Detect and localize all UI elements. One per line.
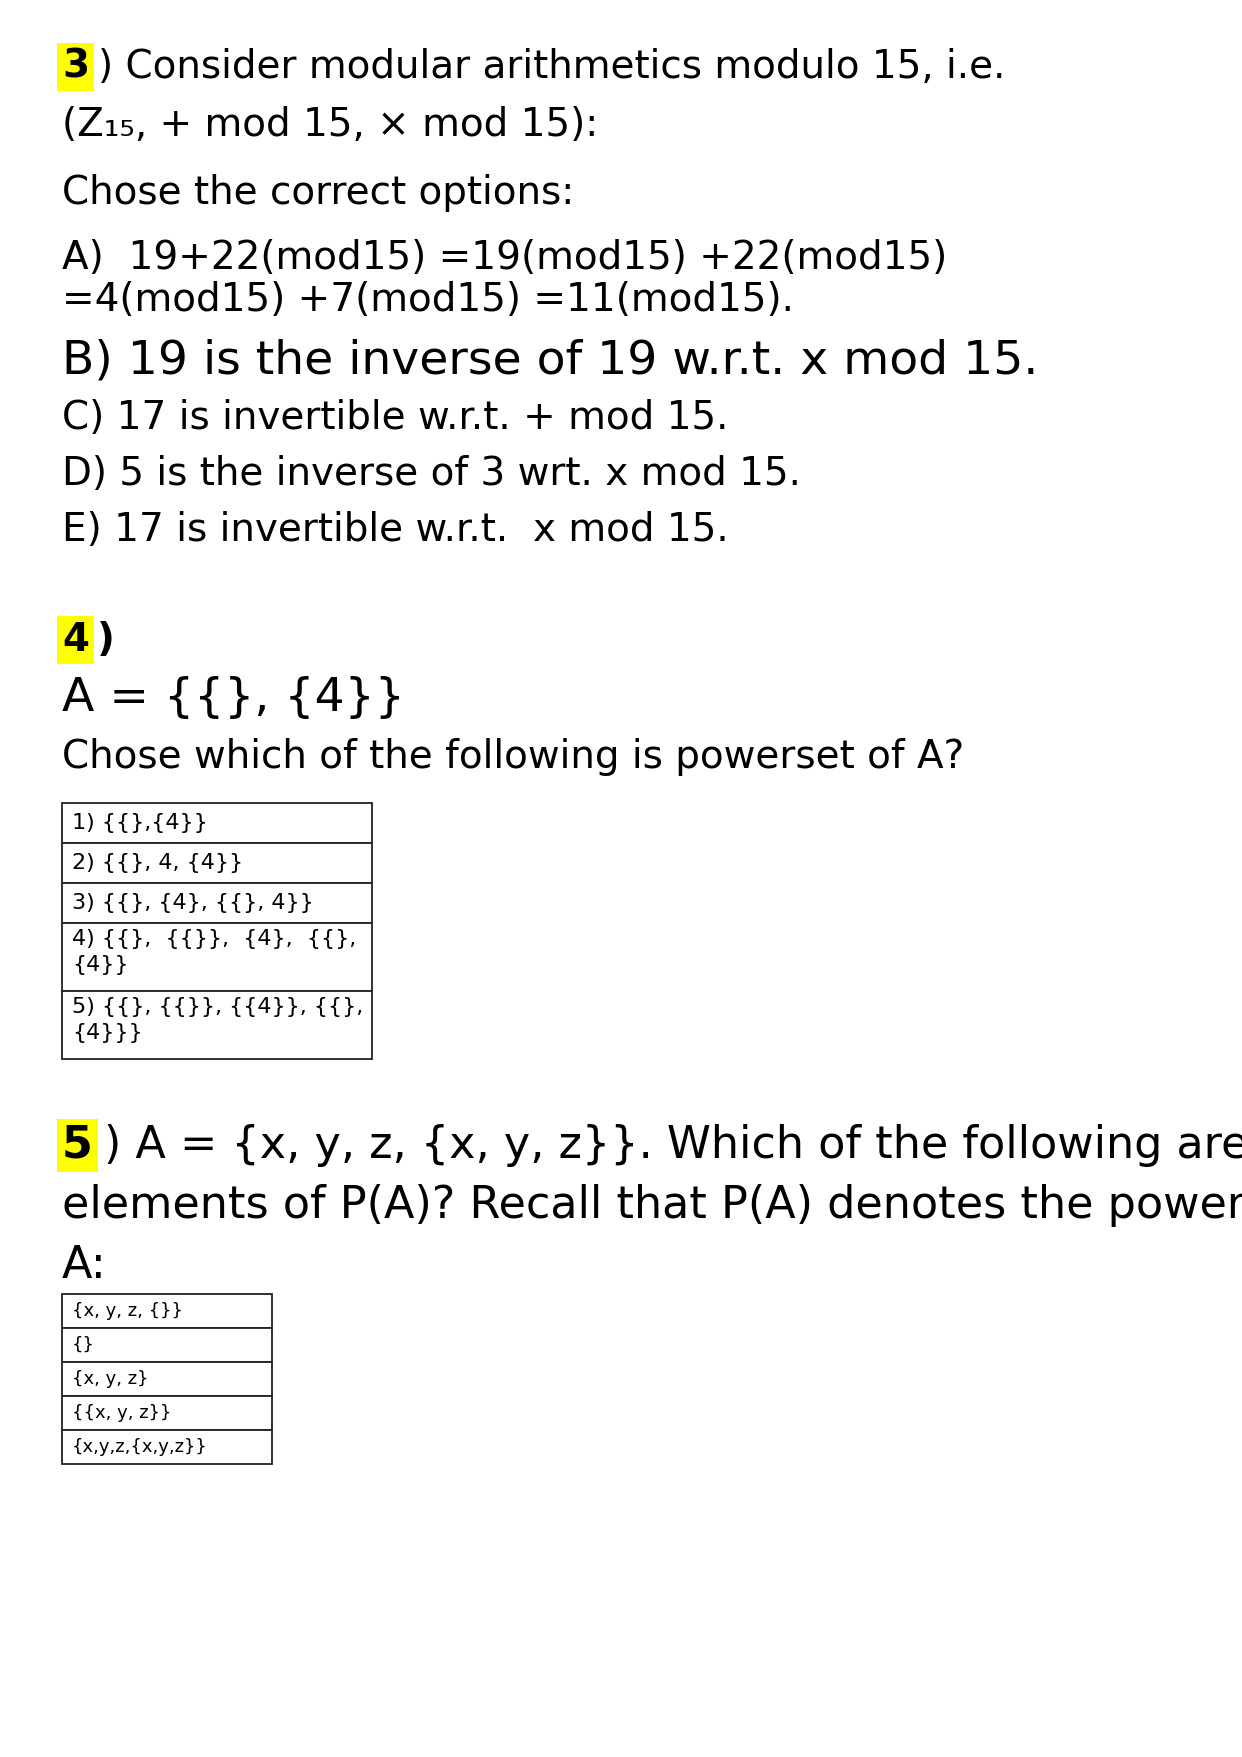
Bar	[62, 1362, 272, 1397]
Bar	[62, 1293, 272, 1328]
Text: A)  19+22(mod15) =19(mod15) +22(mod15): A) 19+22(mod15) =19(mod15) +22(mod15)	[62, 239, 948, 278]
Text: 3: 3	[62, 47, 89, 86]
Text: A = {{}, {4}}: A = {{}, {4}}	[62, 676, 405, 720]
Text: 2) {{}, 4, {4}}: 2) {{}, 4, {4}}	[72, 852, 243, 873]
Text: B) 19 is the inverse of 19 w.r.t. x mod 15.: B) 19 is the inverse of 19 w.r.t. x mod …	[62, 339, 1038, 385]
Text: {x, y, z, {}}: {x, y, z, {}}	[72, 1302, 183, 1320]
Text: Chose the correct options:: Chose the correct options:	[62, 174, 574, 213]
Text: 4: 4	[62, 620, 89, 659]
Bar	[62, 1328, 272, 1362]
Bar	[62, 843, 373, 884]
Text: 3) {{}, {4}, {{}, 4}}: 3) {{}, {4}, {{}, 4}}	[72, 893, 314, 914]
Bar	[62, 1397, 272, 1430]
Bar	[62, 1430, 272, 1464]
Text: 1) {{},{4}}: 1) {{},{4}}	[72, 813, 207, 833]
Bar	[62, 922, 373, 991]
Text: E) 17 is invertible w.r.t.  x mod 15.: E) 17 is invertible w.r.t. x mod 15.	[62, 511, 729, 548]
Text: elements of P(A)? Recall that P(A) denotes the powerset of: elements of P(A)? Recall that P(A) denot…	[62, 1184, 1242, 1226]
Bar	[62, 884, 373, 922]
Text: {4}}: {4}}	[72, 956, 128, 975]
Text: D) 5 is the inverse of 3 wrt. x mod 15.: D) 5 is the inverse of 3 wrt. x mod 15.	[62, 455, 801, 494]
Bar	[62, 991, 373, 1059]
Text: {x, y, z}: {x, y, z}	[72, 1370, 149, 1388]
Text: 5: 5	[62, 1124, 93, 1167]
Text: ) A = {x, y, z, {x, y, z}}. Which of the following are: ) A = {x, y, z, {x, y, z}}. Which of the…	[104, 1124, 1242, 1167]
Text: {4}}}: {4}}}	[72, 1023, 143, 1044]
Text: {}: {}	[72, 1335, 94, 1355]
Text: =4(mod15) +7(mod15) =11(mod15).: =4(mod15) +7(mod15) =11(mod15).	[62, 281, 794, 320]
Text: A:: A:	[62, 1244, 107, 1286]
Text: {x,y,z,{x,y,z}}: {x,y,z,{x,y,z}}	[72, 1437, 207, 1457]
Text: 4) {{},  {{}},  {4},  {{},: 4) {{}, {{}}, {4}, {{},	[72, 929, 356, 949]
Bar	[62, 803, 373, 843]
Text: C) 17 is invertible w.r.t. + mod 15.: C) 17 is invertible w.r.t. + mod 15.	[62, 399, 729, 437]
Text: {{x, y, z}}: {{x, y, z}}	[72, 1404, 171, 1421]
Text: Chose which of the following is powerset of A?: Chose which of the following is powerset…	[62, 738, 964, 777]
Text: (Z₁₅, + mod 15, × mod 15):: (Z₁₅, + mod 15, × mod 15):	[62, 105, 599, 144]
Text: 5) {{}, {{}}, {{4}}, {{},: 5) {{}, {{}}, {{4}}, {{},	[72, 996, 363, 1017]
Text: ): )	[97, 620, 114, 659]
Text: ) Consider modular arithmetics modulo 15, i.e.: ) Consider modular arithmetics modulo 15…	[98, 47, 1006, 86]
